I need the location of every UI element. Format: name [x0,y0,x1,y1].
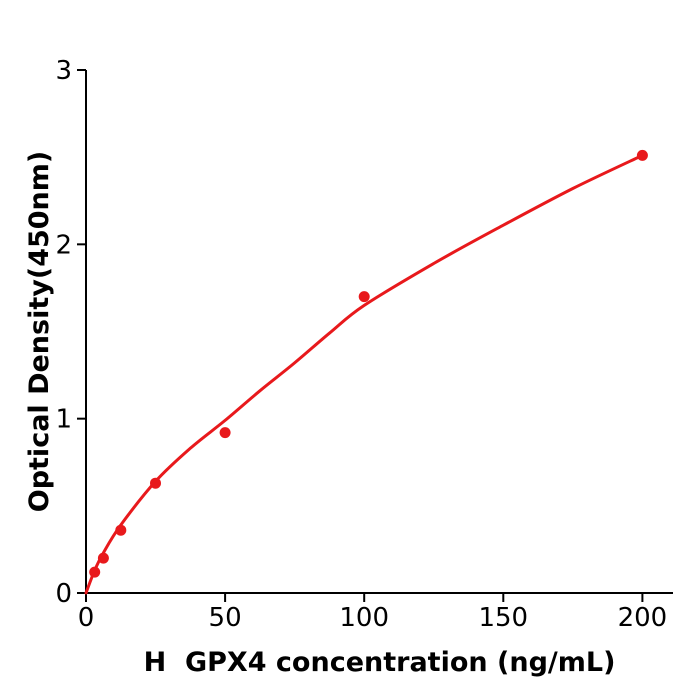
x-axis-title: H GPX4 concentration (ng/mL) [144,647,616,678]
x-tick-label: 200 [618,603,668,633]
x-tick-label: 150 [478,603,528,633]
data-point [358,291,370,303]
data-point [89,566,101,578]
y-tick-label: 0 [55,579,72,609]
x-tick-label: 50 [209,603,242,633]
axes: 0 50 100 150 200 0 1 2 3 [55,56,673,633]
y-axis-title: Optical Density(450nm) [24,151,55,513]
data-point [219,427,231,439]
data-points [89,149,648,578]
data-point [97,552,109,564]
y-tick-label: 3 [55,56,72,86]
y-tick-label: 2 [55,230,72,260]
x-tick-label: 100 [339,603,389,633]
y-tick-label: 1 [55,405,72,435]
fit-curve-line [84,153,644,595]
axis-spines [85,70,673,594]
data-point [115,524,127,536]
x-tick-label: 0 [78,603,95,633]
data-point [150,477,161,489]
data-point [636,149,648,161]
